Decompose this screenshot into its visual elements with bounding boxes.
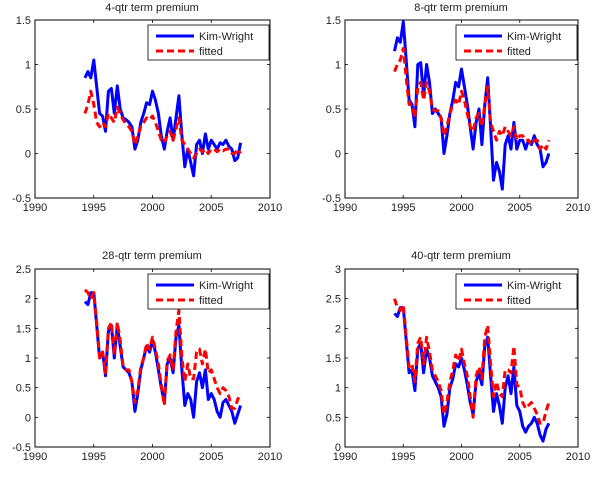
legend-label: Kim-Wright [199,280,253,292]
y-tick-label: 3 [335,264,341,276]
legend-label: fitted [507,46,531,58]
plot-area [83,58,243,178]
x-tick-label: 2000 [140,202,164,214]
series-line-kim-wright [83,58,243,178]
y-tick-label: 1 [335,60,341,72]
y-tick-label: 0 [335,442,341,454]
legend-box [147,24,270,61]
y-tick-label: 1 [335,383,341,395]
y-tick-label: 2 [25,294,31,306]
legend: Kim-Wright fitted [455,24,578,61]
series-line-fitted [83,288,242,410]
x-tick-label: 1995 [82,202,106,214]
legend-label: fitted [507,295,531,307]
series-line-fitted [83,89,242,160]
x-tick-label: 2000 [449,202,473,214]
x-tick-label: 1990 [23,202,47,214]
y-tick-label: -0.5 [12,193,31,205]
x-tick-label: 2000 [140,451,164,463]
x-tick-label: 2010 [566,451,590,463]
subplot-title: 40-qtr term premium [411,250,511,262]
y-tick-label: 2.5 [326,294,341,306]
x-tick-label: 1995 [391,202,415,214]
legend-box [147,273,270,310]
x-tick-label: 2010 [258,451,282,463]
x-tick-label: 2005 [508,202,532,214]
subplot-8-qtr: 8-qtr term premium 1990 1995 2000 2005 2010 -… [322,2,590,214]
legend: Kim-Wright fitted [147,273,270,310]
y-tick-label: 1.5 [326,353,341,365]
plot-area [83,288,243,425]
y-tick-label: 1 [25,60,31,72]
y-tick-label: 2.5 [16,264,31,276]
subplot-title: 4-qtr term premium [105,2,199,14]
y-tick-label: 1 [25,353,31,365]
x-tick-label: 2005 [199,451,223,463]
y-tick-label: 1.5 [326,15,341,27]
plot-area [393,20,551,191]
subplot-title: 8-qtr term premium [414,2,508,14]
subplot-28-qtr: 28-qtr term premium 1990 1995 2000 2005 2010… [12,250,282,463]
y-tick-label: 0 [335,149,341,161]
x-tick-label: 2005 [199,202,223,214]
x-tick-label: 2010 [566,202,590,214]
x-tick-label: 2005 [508,451,532,463]
y-tick-label: 0.5 [16,383,31,395]
x-tick-label: 1990 [333,202,357,214]
series-line-fitted [393,47,551,151]
x-tick-label: 1995 [391,451,415,463]
y-tick-label: -0.5 [322,193,341,205]
x-tick-label: 1990 [333,451,357,463]
x-tick-label: 2000 [449,451,473,463]
legend-label: Kim-Wright [199,31,253,43]
y-tick-label: 0.5 [326,412,341,424]
y-tick-label: 2 [335,323,341,335]
y-tick-label: 1.5 [16,15,31,27]
y-tick-label: 0 [25,149,31,161]
y-tick-label: 0.5 [16,104,31,116]
legend-label: Kim-Wright [507,280,561,292]
y-tick-label: 0 [25,412,31,424]
y-tick-label: 0.5 [326,104,341,116]
subplot-title: 28-qtr term premium [102,250,202,262]
legend-box [455,24,578,61]
x-tick-label: 1990 [23,451,47,463]
series-line-kim-wright [393,20,551,191]
y-tick-label: 1.5 [16,323,31,335]
x-tick-label: 2010 [258,202,282,214]
subplot-4-qtr: 4-qtr term premium 1990 1995 2000 2005 2010 -… [12,2,282,214]
legend-box [455,273,578,310]
legend-label: Kim-Wright [507,31,561,43]
legend-label: fitted [199,46,223,58]
plot-area [393,298,551,443]
series-line-fitted [393,298,551,425]
legend: Kim-Wright fitted [147,24,270,61]
subplot-40-qtr: 40-qtr term premium 1990 1995 2000 2005 2010… [326,250,591,463]
legend-label: fitted [199,295,223,307]
y-tick-label: -0.5 [12,442,31,454]
x-tick-label: 1995 [82,451,106,463]
legend: Kim-Wright fitted [455,273,578,310]
